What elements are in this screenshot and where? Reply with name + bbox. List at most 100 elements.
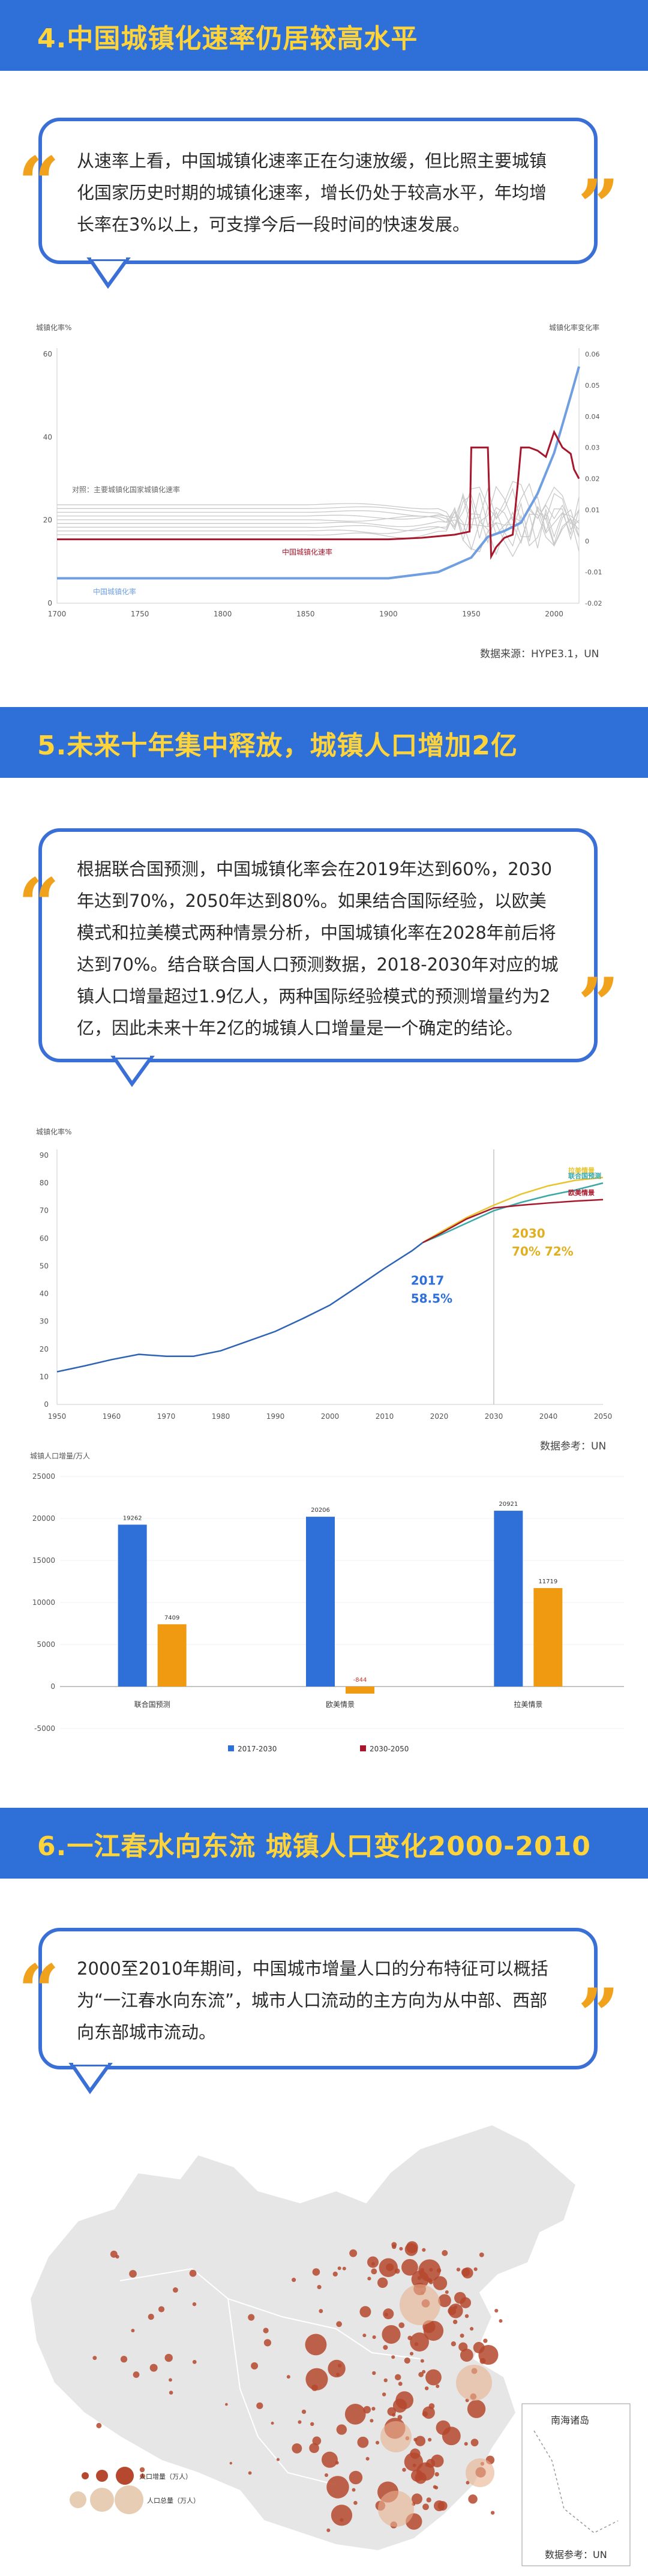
city-bubble <box>370 2419 374 2423</box>
y-tick-label: 50 <box>40 1262 49 1270</box>
city-bubble <box>353 2500 358 2505</box>
city-bubble <box>251 2362 259 2370</box>
inset-label: 南海诸岛 <box>551 2415 589 2426</box>
city-bubble <box>342 2266 346 2271</box>
legend-label: 人口增量（万人） <box>139 2472 192 2481</box>
city-bubble <box>331 2505 353 2526</box>
y-axis-label: 城镇人口增量/万人 <box>30 1452 90 1460</box>
bar <box>494 1511 523 1687</box>
city-bubble <box>305 2368 328 2391</box>
quote-tail <box>68 2059 113 2095</box>
data-label: 20206 <box>311 1507 330 1514</box>
city-bubble <box>317 2285 322 2290</box>
city-bubble <box>336 2321 342 2328</box>
city-bubble <box>473 2267 478 2271</box>
x-tick-label: 1990 <box>266 1412 285 1421</box>
series-label: 联合国预测 <box>568 1172 601 1180</box>
city-bubble <box>453 2305 458 2310</box>
city-bubble <box>392 2398 407 2413</box>
quote-text: 2000至2010年期间，中国城市增量人口的分布特征可以概括为“一江春水向东流”… <box>77 1958 548 2042</box>
urbanization-rate-chart: 城镇化率% 城镇化率变化率 0 20 40 60 -0.02 -0.01 0 0.01 0.02 0.… <box>36 323 602 618</box>
y-tick-label-right: 0 <box>585 537 589 545</box>
province-border <box>227 2298 337 2485</box>
y-tick-label: 60 <box>40 1234 49 1242</box>
city-bubble <box>479 2358 486 2364</box>
city-bubble <box>371 2268 377 2275</box>
city-population-halo <box>380 2421 412 2452</box>
legend-bubble <box>115 2485 143 2514</box>
y-tick-label: 15000 <box>32 1556 55 1565</box>
annotation-label: 2030 <box>512 1226 545 1241</box>
city-bubble <box>365 2457 370 2461</box>
city-bubble <box>433 2276 448 2290</box>
city-bubble <box>229 2461 232 2465</box>
bar <box>346 1687 374 1694</box>
city-bubble <box>383 2378 388 2383</box>
city-bubble <box>422 2370 426 2374</box>
city-bubble <box>451 2341 457 2347</box>
y-tick-label: 90 <box>40 1151 49 1160</box>
city-bubble <box>412 2463 416 2467</box>
comparison-line <box>57 483 580 531</box>
city-bubble <box>391 2242 397 2248</box>
city-bubble <box>189 2269 197 2277</box>
legend-bubble <box>82 2472 89 2479</box>
city-bubble <box>494 2308 499 2313</box>
section-title: 6.一江春水向东流 城镇人口变化2000-2010 <box>37 1831 591 1862</box>
bar <box>157 1624 187 1687</box>
city-bubble <box>468 2494 478 2504</box>
city-bubble <box>458 2342 468 2352</box>
open-quote-icon: “ <box>18 1949 60 2033</box>
quote-text: 根据联合国预测，中国城镇化率会在2019年达到60%，2030年达到70%，20… <box>77 859 559 1038</box>
y-tick-label-right: -0.01 <box>585 568 602 576</box>
city-bubble <box>402 2467 406 2472</box>
city-bubble <box>340 2518 344 2522</box>
city-bubble <box>349 2470 363 2485</box>
city-bubble <box>423 2320 444 2341</box>
y-tick-label: 20 <box>43 516 52 525</box>
y-tick-label-right: 0.04 <box>585 413 600 421</box>
city-bubble <box>375 2440 380 2445</box>
y-tick-label: 20 <box>40 1345 49 1353</box>
chart-source: 数据参考：UN <box>540 1440 607 1452</box>
province-border <box>119 2268 421 2359</box>
city-bubble <box>460 2334 464 2338</box>
city-bubble <box>383 2308 394 2320</box>
city-population-halo <box>378 2491 414 2527</box>
city-bubble <box>454 2292 466 2304</box>
y-tick-label-right: 0.05 <box>585 382 600 390</box>
city-bubble <box>466 2481 470 2485</box>
open-quote-icon: “ <box>18 141 60 226</box>
city-bubble <box>326 2528 331 2532</box>
city-bubble <box>96 2422 102 2428</box>
city-bubble <box>418 2371 424 2377</box>
city-bubble <box>433 2485 437 2489</box>
city-bubble <box>442 2427 461 2446</box>
x-tick-label: 1850 <box>296 610 315 618</box>
y-tick-label: 0 <box>44 1400 49 1409</box>
city-bubble <box>431 2454 444 2467</box>
series-label: 拉美情景 <box>568 1166 595 1175</box>
comparison-line <box>57 500 580 549</box>
city-bubble <box>434 2472 439 2477</box>
annotation-label: 中国城镇化速率 <box>282 547 332 556</box>
city-bubble <box>411 2493 422 2505</box>
city-bubble <box>411 2271 429 2289</box>
x-tick-label: 1800 <box>214 610 232 618</box>
city-bubble <box>422 2406 435 2419</box>
city-bubble <box>414 2342 419 2346</box>
x-tick-label: 2040 <box>539 1412 558 1421</box>
x-tick-label: 1700 <box>48 610 67 618</box>
city-bubble <box>384 2313 388 2317</box>
x-tick-label: 2050 <box>594 1412 613 1421</box>
city-bubble <box>271 2421 274 2425</box>
city-population-halo <box>466 2458 494 2487</box>
city-bubble <box>426 2497 431 2503</box>
city-bubble <box>382 2392 386 2397</box>
city-bubble <box>115 2254 119 2259</box>
city-bubble <box>422 2503 429 2511</box>
city-bubble <box>310 2422 314 2427</box>
city-bubble <box>349 2249 358 2257</box>
legend-label: 人口总量（万人） <box>147 2496 200 2505</box>
city-bubble <box>410 2469 424 2482</box>
